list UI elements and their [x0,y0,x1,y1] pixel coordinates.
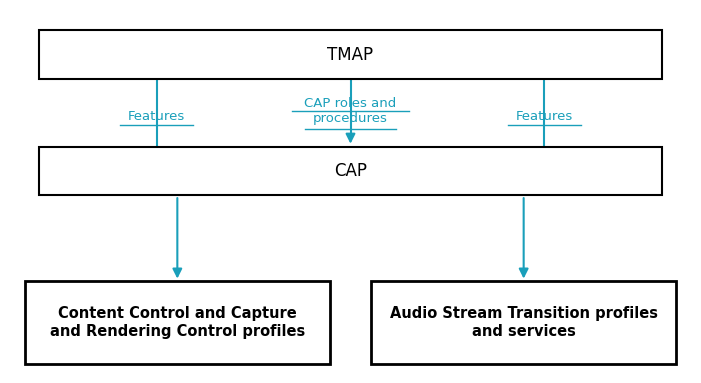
Text: CAP roles and
procedures: CAP roles and procedures [304,97,397,125]
Text: Features: Features [128,110,185,123]
Text: TMAP: TMAP [327,46,374,64]
Text: Audio Stream Transition profiles
and services: Audio Stream Transition profiles and ser… [390,306,658,339]
Text: Content Control and Capture
and Rendering Control profiles: Content Control and Capture and Renderin… [50,306,305,339]
Text: CAP: CAP [334,162,367,180]
Text: Features: Features [516,110,573,123]
FancyBboxPatch shape [372,282,676,364]
FancyBboxPatch shape [39,147,662,195]
FancyBboxPatch shape [25,282,329,364]
FancyBboxPatch shape [39,30,662,79]
